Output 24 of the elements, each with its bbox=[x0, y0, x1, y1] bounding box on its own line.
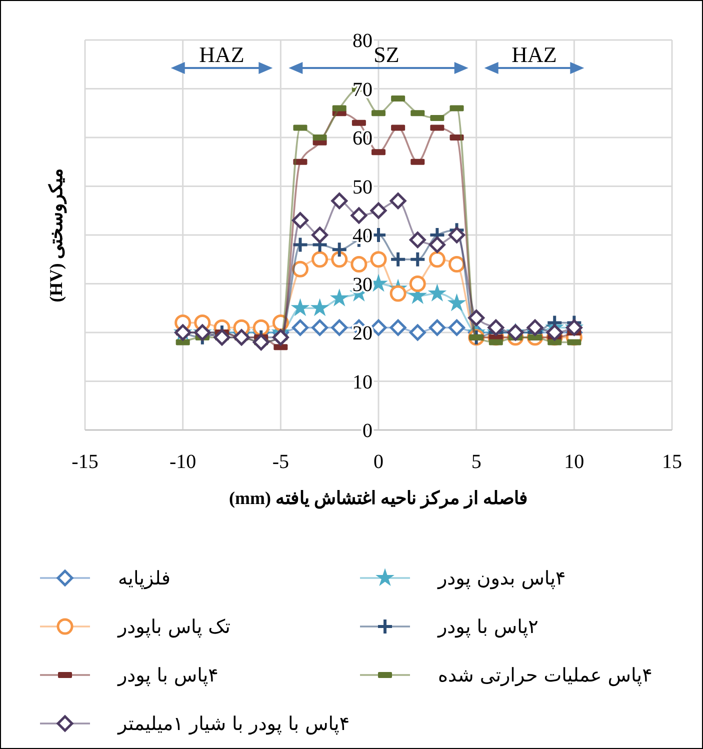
legend-label: ۴پاس با پودر bbox=[117, 664, 218, 687]
x-axis-title: فاصله از مرکز ناحیه اغتشاش یافته (mm) bbox=[229, 488, 528, 509]
y-tick-label: 60 bbox=[352, 128, 372, 150]
y-tick-label: 0 bbox=[362, 420, 372, 442]
x-tick-label: -5 bbox=[272, 451, 290, 473]
y-tick-label: 10 bbox=[352, 371, 372, 394]
x-tick-label: 15 bbox=[662, 451, 682, 473]
x-tick-label: 10 bbox=[564, 451, 584, 473]
x-tick-label: -15 bbox=[72, 451, 98, 473]
y-tick-label: 80 bbox=[352, 30, 372, 52]
y-tick-label: 50 bbox=[352, 176, 372, 198]
x-tick-label: -10 bbox=[169, 451, 196, 473]
y-tick-label: 30 bbox=[352, 274, 372, 296]
annotation: HAZ bbox=[512, 42, 557, 67]
annotation: SZ bbox=[374, 42, 400, 67]
legend-label: تک پاس باپودر bbox=[117, 616, 230, 638]
x-tick-label: 5 bbox=[471, 451, 482, 473]
legend-label: ۴پاس با پودر با شیار ۱میلیمتر bbox=[117, 713, 350, 736]
legend-label: ۲پاس با پودر bbox=[437, 616, 538, 638]
annotation: HAZ bbox=[199, 42, 244, 67]
legend-label: ۴پاس عملیات حرارتی شده bbox=[438, 664, 652, 687]
legend-label: فلزپایه bbox=[118, 568, 170, 590]
legend-label: ۴پاس بدون پودر bbox=[437, 568, 566, 590]
y-axis-title: میکروسختی (HV) bbox=[46, 168, 67, 302]
